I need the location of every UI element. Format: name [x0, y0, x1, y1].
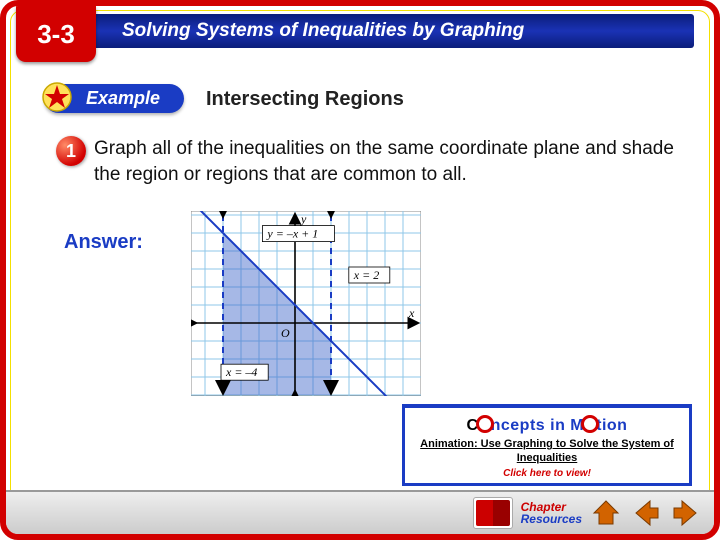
lesson-number-tab: 3-3: [16, 6, 96, 62]
problem-number: 1: [66, 141, 76, 162]
animation-link[interactable]: Animation: Use Graphing to Solve the Sys…: [405, 435, 689, 468]
section-title: Intersecting Regions: [206, 88, 404, 111]
chapter-resources-button[interactable]: Chapter Resources: [521, 501, 582, 525]
cim-logo: Cncepts in Mtion: [405, 408, 689, 435]
home-icon: [590, 497, 622, 529]
svg-text:x: x: [408, 306, 415, 320]
graph-svg: x = –4 x = 2 y = –x + 1 x y O: [191, 211, 421, 396]
answer-label: Answer:: [64, 231, 143, 254]
arrow-left-icon: [630, 497, 662, 529]
arrow-right-icon: [670, 497, 702, 529]
svg-text:x = 2: x = 2: [353, 268, 379, 282]
example-label: Example: [86, 88, 160, 108]
lesson-header: Solving Systems of Inequalities by Graph…: [66, 14, 694, 48]
star-icon: [40, 80, 74, 114]
cim-logo-end: tion: [596, 417, 627, 434]
nav-home-button[interactable]: [590, 497, 622, 529]
math-online-button[interactable]: [473, 497, 513, 529]
svg-text:O: O: [281, 326, 290, 340]
lesson-number: 3-3: [37, 19, 75, 50]
footer-bar: Chapter Resources: [6, 490, 714, 534]
book-icon: [473, 497, 513, 529]
answer-graph: x = –4 x = 2 y = –x + 1 x y O: [191, 211, 421, 396]
lesson-frame: Solving Systems of Inequalities by Graph…: [0, 0, 720, 540]
problem-number-badge: 1: [56, 136, 86, 166]
circle-o-icon: [581, 415, 599, 433]
concepts-in-motion-panel: Cncepts in Mtion Animation: Use Graphing…: [402, 404, 692, 486]
click-here-label: Click here to view!: [405, 468, 689, 483]
nav-back-button[interactable]: [630, 497, 662, 529]
svg-text:y = –x + 1: y = –x + 1: [266, 227, 318, 241]
circle-o-icon: [476, 415, 494, 433]
resources-word: Resources: [521, 512, 582, 526]
chapter-resources-label: Chapter Resources: [521, 501, 582, 525]
svg-text:x = –4: x = –4: [225, 365, 257, 379]
lesson-title: Solving Systems of Inequalities by Graph…: [122, 20, 524, 42]
svg-text:y: y: [300, 212, 307, 226]
nav-forward-button[interactable]: [670, 497, 702, 529]
problem-text: Graph all of the inequalities on the sam…: [94, 136, 684, 187]
cim-logo-mid: ncepts in M: [491, 417, 585, 434]
